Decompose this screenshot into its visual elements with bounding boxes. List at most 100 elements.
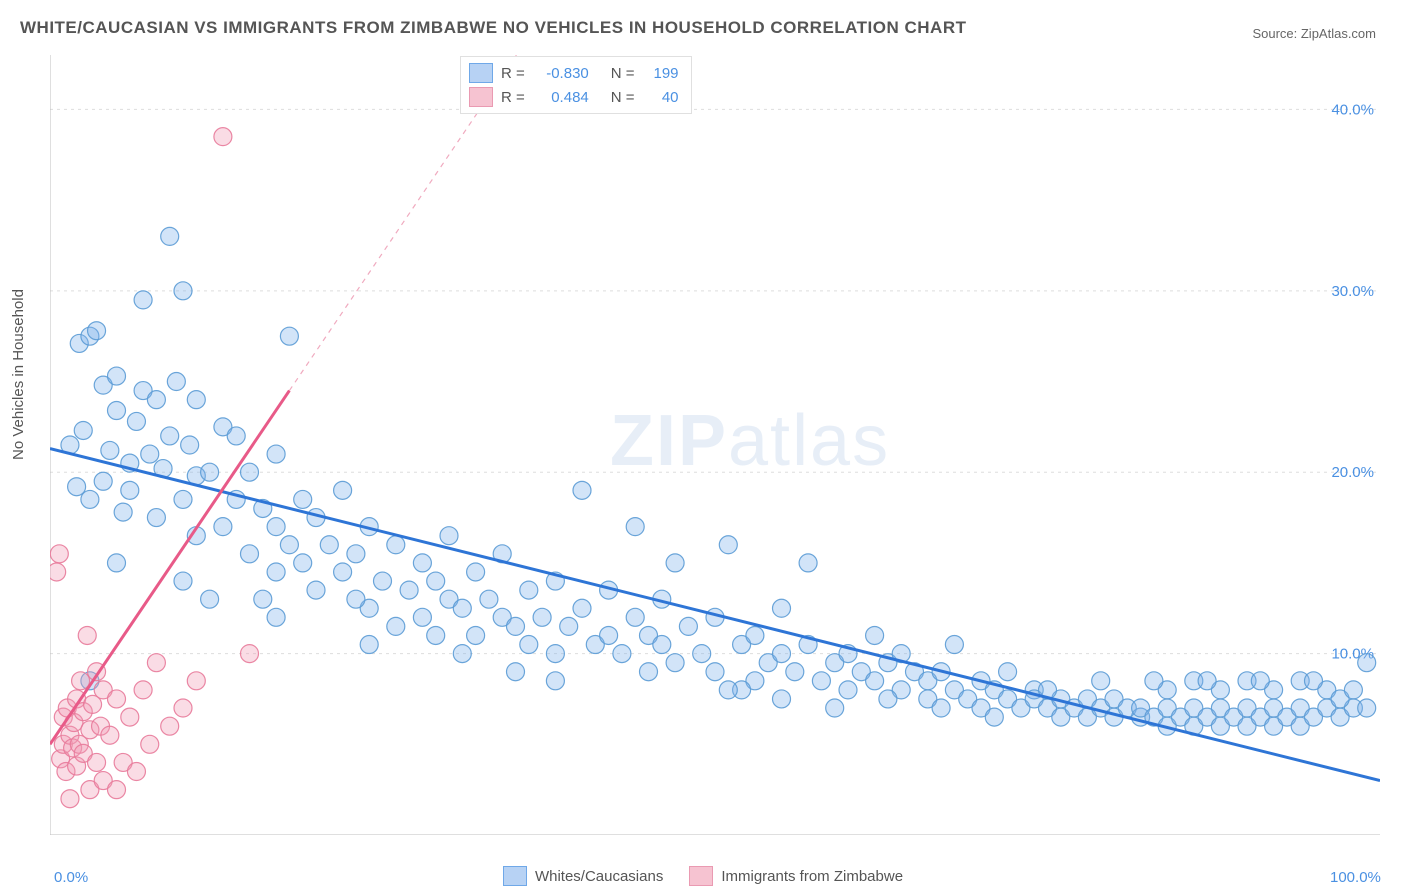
scatter-point [520,636,538,654]
source-link[interactable]: ZipAtlas.com [1301,26,1376,41]
scatter-point [480,590,498,608]
scatter-point [600,626,618,644]
scatter-point [241,545,259,563]
x-axis-tick-min: 0.0% [54,869,88,886]
scatter-point [141,735,159,753]
scatter-point [773,645,791,663]
legend-r-value: 0.484 [533,89,589,106]
scatter-point [81,490,99,508]
scatter-point [50,545,68,563]
scatter-point [174,490,192,508]
scatter-point [294,490,312,508]
scatter-point [108,367,126,385]
scatter-point [507,617,525,635]
scatter-point [307,581,325,599]
scatter-point [254,590,272,608]
scatter-point [147,654,165,672]
scatter-point [214,128,232,146]
chart-title: WHITE/CAUCASIAN VS IMMIGRANTS FROM ZIMBA… [20,18,967,38]
scatter-point [812,672,830,690]
scatter-point [88,753,106,771]
scatter-point [241,463,259,481]
scatter-point [174,572,192,590]
scatter-point [227,427,245,445]
correlation-legend: R =-0.830N =199R =0.484N =40 [460,56,692,114]
legend-item: Immigrants from Zimbabwe [689,866,903,886]
scatter-point [334,563,352,581]
scatter-point [280,536,298,554]
scatter-point [773,599,791,617]
scatter-point [141,445,159,463]
scatter-point [1358,654,1376,672]
legend-n-label: N = [611,89,635,106]
scatter-point [88,322,106,340]
scatter-point [453,599,471,617]
scatter-point [181,436,199,454]
legend-label: Whites/Caucasians [535,868,663,885]
legend-n-label: N = [611,65,635,82]
scatter-point [666,654,684,672]
scatter-point [679,617,697,635]
legend-r-value: -0.830 [533,65,589,82]
scatter-point [74,421,92,439]
scatter-point [161,427,179,445]
series-legend: Whites/Caucasians Immigrants from Zimbabw… [0,866,1406,886]
scatter-point [945,636,963,654]
scatter-point [241,645,259,663]
scatter-point [440,527,458,545]
scatter-point [72,672,90,690]
scatter-point [267,608,285,626]
scatter-point [320,536,338,554]
legend-row: R =0.484N =40 [469,85,679,109]
scatter-point [161,227,179,245]
scatter-point [94,472,112,490]
scatter-point [866,626,884,644]
scatter-point [999,663,1017,681]
scatter-point [719,536,737,554]
legend-r-label: R = [501,65,525,82]
scatter-plot: 10.0%20.0%30.0%40.0% [50,55,1380,835]
scatter-point [101,726,119,744]
y-axis-tick-label: 40.0% [1331,101,1374,118]
legend-item: Whites/Caucasians [503,866,663,886]
scatter-point [267,563,285,581]
scatter-point [50,563,66,581]
scatter-point [520,581,538,599]
legend-swatch [689,866,713,886]
scatter-point [560,617,578,635]
scatter-point [61,790,79,808]
scatter-point [134,681,152,699]
legend-r-label: R = [501,89,525,106]
scatter-point [413,554,431,572]
scatter-point [839,681,857,699]
scatter-point [467,626,485,644]
scatter-point [387,617,405,635]
scatter-point [280,327,298,345]
scatter-point [201,590,219,608]
scatter-point [147,509,165,527]
legend-n-value: 199 [643,65,679,82]
scatter-point [879,690,897,708]
scatter-point [546,645,564,663]
scatter-point [866,672,884,690]
legend-swatch [469,87,493,107]
scatter-point [121,481,139,499]
scatter-point [467,563,485,581]
scatter-point [1251,672,1269,690]
scatter-point [294,554,312,572]
scatter-point [387,536,405,554]
scatter-point [201,463,219,481]
scatter-point [693,645,711,663]
scatter-point [706,663,724,681]
legend-swatch [503,866,527,886]
scatter-point [666,554,684,572]
scatter-point [533,608,551,626]
scatter-point [1145,672,1163,690]
scatter-point [267,518,285,536]
scatter-point [626,608,644,626]
source-attribution: Source: ZipAtlas.com [1252,26,1376,41]
source-prefix: Source: [1252,26,1300,41]
scatter-point [932,699,950,717]
y-axis-tick-label: 20.0% [1331,464,1374,481]
scatter-point [161,717,179,735]
